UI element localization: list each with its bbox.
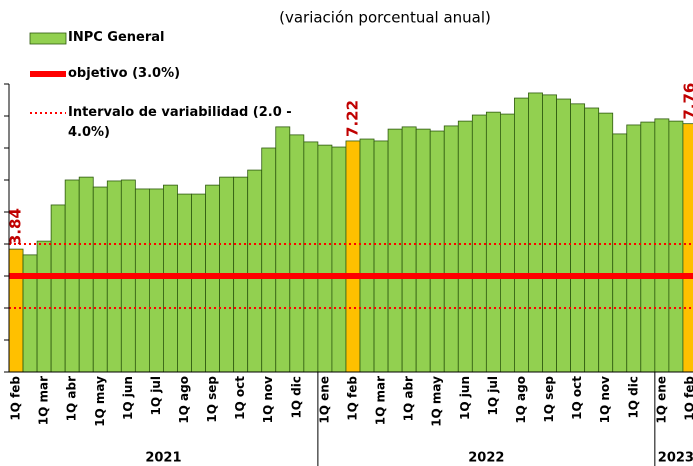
bar (457, 120, 473, 373)
bar (584, 107, 600, 373)
bar (429, 130, 445, 373)
bar (92, 186, 108, 373)
x-tick-label: 1Q feb (682, 376, 693, 421)
group-label: 2022 (468, 451, 504, 466)
bar (134, 188, 150, 373)
bar (415, 128, 431, 373)
x-tick-label: 1Q dic (289, 376, 303, 419)
x-tick-label: 1Q abr (402, 376, 416, 421)
chart-subtitle: (variación porcentual anual) (279, 9, 491, 27)
bar (373, 140, 389, 373)
legend-label: INPC General (68, 30, 165, 45)
bar (514, 97, 529, 373)
x-tick-label: 1Q jun (121, 376, 135, 420)
x-tick-label: 1Q jul (149, 376, 163, 416)
x-tick-label: 1Q sep (205, 376, 219, 423)
x-tick-label: 1Q nov (261, 376, 275, 424)
bar (191, 193, 206, 373)
bar (345, 140, 361, 373)
data-label: 7.22 (343, 100, 361, 137)
x-tick-label: 1Q mar (374, 376, 388, 425)
bar (50, 204, 66, 373)
bar (177, 193, 192, 373)
bar (570, 103, 586, 373)
bar (387, 128, 403, 373)
bar (598, 112, 614, 373)
legend-label: objetivo (3.0%) (68, 66, 181, 81)
bar (626, 124, 642, 373)
group-label: 2021 (145, 451, 181, 466)
x-tick-label: 1Q ago (177, 376, 191, 424)
bar (612, 133, 628, 373)
legend-swatch (29, 32, 67, 45)
bar (22, 254, 38, 373)
bar (654, 118, 670, 373)
bar (331, 146, 347, 373)
bar (261, 147, 277, 373)
x-tick-label: 1Q sep (542, 376, 556, 423)
x-tick-label: 1Q oct (570, 376, 584, 420)
bar (443, 125, 459, 373)
bar (401, 126, 417, 373)
x-tick-label: 1Q jun (458, 376, 472, 420)
data-label: 3.84 (7, 208, 25, 245)
x-tick-label: 1Q dic (626, 376, 640, 419)
x-tick-label: 1Q ene (654, 376, 668, 424)
x-tick-label: 1Q nov (598, 376, 612, 424)
bar (289, 134, 305, 373)
x-tick-label: 1Q abr (65, 376, 79, 421)
bar (275, 126, 291, 373)
legend-label: Intervalo de variabilidad (2.0 - 4.0%) (68, 105, 292, 140)
x-tick-label: 1Q ene (317, 376, 331, 424)
bar (485, 111, 501, 373)
bar (8, 248, 24, 373)
bar (359, 138, 375, 373)
bar (668, 120, 684, 373)
bar (528, 92, 543, 373)
bar (499, 113, 515, 373)
bar (247, 169, 263, 373)
bar (640, 121, 656, 373)
x-tick-label: 1Q may (93, 376, 107, 427)
bar (303, 141, 319, 373)
x-tick-label: 1Q mar (37, 376, 51, 425)
x-tick-label: 1Q feb (345, 376, 359, 421)
group-label: 2023 (658, 451, 693, 466)
x-tick-label: 1Q ago (514, 376, 528, 424)
bar (556, 98, 571, 373)
bar (148, 188, 164, 373)
bar (542, 94, 557, 373)
data-label: 7.76 (680, 83, 693, 120)
x-tick-label: 1Q jul (486, 376, 500, 416)
x-tick-label: 1Q feb (9, 376, 23, 421)
bar (682, 123, 693, 373)
x-tick-label: 1Q oct (233, 376, 247, 420)
bar (317, 144, 333, 373)
x-tick-label: 1Q may (430, 376, 444, 427)
bar (36, 240, 52, 373)
